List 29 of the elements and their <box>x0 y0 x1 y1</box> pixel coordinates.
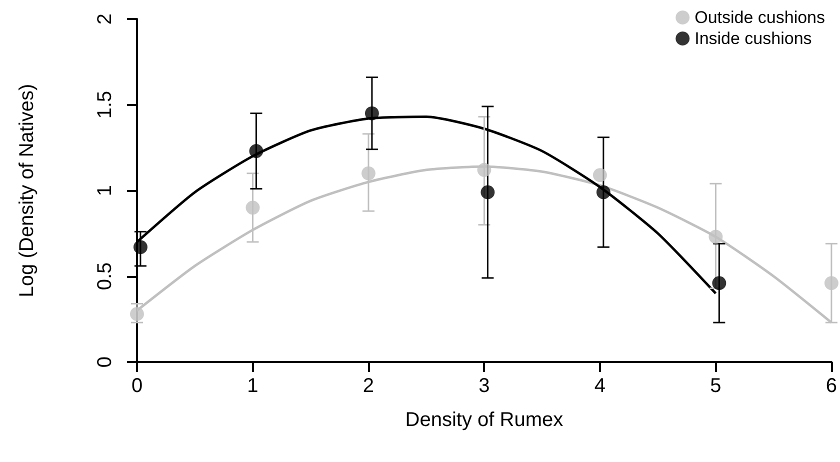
x-tick-label: 6 <box>826 375 837 397</box>
point <box>361 166 376 180</box>
y-tick-label: 1.5 <box>94 90 116 119</box>
y-tick-label: 0.5 <box>94 262 116 290</box>
point <box>249 144 264 158</box>
point <box>596 185 610 200</box>
point <box>364 106 379 120</box>
point <box>708 230 723 244</box>
point <box>480 185 495 200</box>
point <box>712 276 726 290</box>
point <box>824 276 838 290</box>
y-axis-title: Log (Density of Natives) <box>16 84 38 298</box>
x-tick-label: 4 <box>594 375 606 397</box>
x-tick-label: 5 <box>710 375 722 397</box>
x-tick-label: 3 <box>478 375 490 397</box>
point <box>130 306 144 321</box>
y-tick-label: 0 <box>94 356 116 368</box>
legend-label: Outside cushions <box>694 8 825 27</box>
point <box>592 168 607 182</box>
y-tick-label: 2 <box>94 13 116 25</box>
y-tick-label: 1 <box>94 184 116 196</box>
legend-label: Inside cushions <box>694 29 812 48</box>
point <box>133 240 148 254</box>
point <box>477 162 492 177</box>
x-tick-label: 1 <box>247 375 258 397</box>
x-tick-label: 0 <box>131 375 143 397</box>
point <box>246 200 260 215</box>
x-axis-title: Density of Rumex <box>405 409 564 431</box>
x-tick-label: 2 <box>362 375 374 397</box>
